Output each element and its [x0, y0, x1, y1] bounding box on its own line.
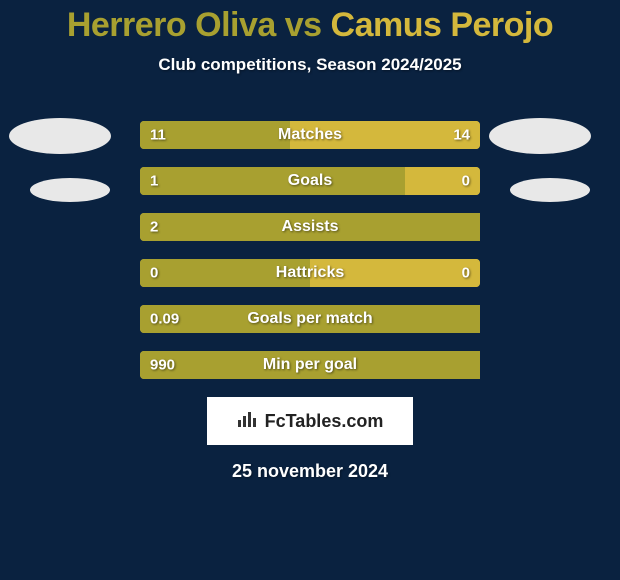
stat-value-player1: 1: [150, 173, 158, 190]
stat-row: 2 Assists: [140, 213, 480, 241]
chart-icon: [237, 410, 259, 433]
logo-box: FcTables.com: [207, 397, 413, 445]
stats-comparison-bars: 11 14 Matches 1 0 Goals 2 Assists 0 0 Hattricks 0.0…: [140, 121, 480, 379]
stat-label: Goals: [288, 172, 332, 190]
stat-value-player2: 14: [453, 127, 470, 144]
logo-text: FcTables.com: [265, 411, 384, 432]
player1-name: Herrero Oliva: [67, 6, 276, 44]
subtitle: Club competitions, Season 2024/2025: [0, 55, 620, 75]
vs-text: vs: [276, 6, 331, 44]
player2-avatar: [489, 118, 591, 154]
stat-value-player2: 0: [462, 265, 470, 282]
stat-row: 0.09 Goals per match: [140, 305, 480, 333]
stat-row: 11 14 Matches: [140, 121, 480, 149]
date-label: 25 november 2024: [0, 461, 620, 482]
stat-value-player2: 0: [462, 173, 470, 190]
player1-club-badge: [30, 178, 110, 202]
stat-row: 0 0 Hattricks: [140, 259, 480, 287]
player1-avatar: [9, 118, 111, 154]
bar-player1: [140, 167, 405, 195]
stat-value-player1: 0.09: [150, 311, 179, 328]
stat-label: Min per goal: [263, 356, 357, 374]
stat-row: 1 0 Goals: [140, 167, 480, 195]
stat-row: 990 Min per goal: [140, 351, 480, 379]
player2-club-badge: [510, 178, 590, 202]
stat-label: Matches: [278, 126, 342, 144]
stat-value-player1: 990: [150, 357, 175, 374]
comparison-title: Herrero Oliva vs Camus Perojo: [0, 0, 620, 45]
stat-label: Goals per match: [247, 310, 372, 328]
stat-label: Hattricks: [276, 264, 344, 282]
stat-label: Assists: [282, 218, 339, 236]
stat-value-player1: 11: [150, 127, 166, 144]
player2-name: Camus Perojo: [331, 6, 554, 44]
stat-value-player1: 0: [150, 265, 158, 282]
stat-value-player1: 2: [150, 219, 158, 236]
